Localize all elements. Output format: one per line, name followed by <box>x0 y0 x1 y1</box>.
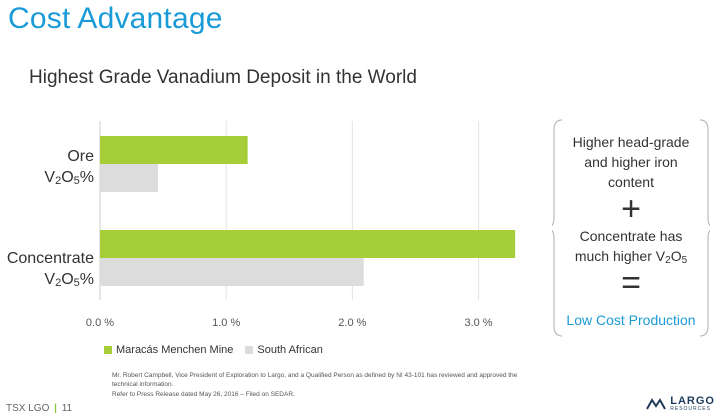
callout-text-1: Higher head-grade and higher iron conten… <box>572 134 690 190</box>
x-tick-label-0: 0.0 % <box>86 317 114 329</box>
footnote-press-release: Refer to Press Release dated May 26, 201… <box>112 391 295 398</box>
legend-item-south-african: South African <box>245 344 323 356</box>
bar-concentrate-south-african <box>100 258 364 286</box>
ore-label-line2: V2O5% <box>44 169 94 187</box>
largo-logo: LARGO RESOURCES <box>646 396 715 412</box>
callout-text-2: Concentrate has much higher V2O5 <box>574 228 688 266</box>
legend-label-maracas: Maracás Menchen Mine <box>116 344 234 356</box>
chart-legend: Maracás Menchen Mine South African <box>104 344 335 356</box>
footer-separator: | <box>54 403 57 414</box>
legend-swatch-grey <box>245 346 254 354</box>
slide-title: Cost Advantage <box>8 2 223 35</box>
bar-ore-maracas <box>100 136 248 164</box>
chart-subtitle: Highest Grade Vanadium Deposit in the Wo… <box>29 67 417 88</box>
callout-result: Low Cost Production <box>566 312 696 328</box>
bar-ore-south-african <box>100 164 159 192</box>
footer-ticker-page: TSX LGO | 11 <box>6 403 72 414</box>
bar-concentrate-maracas <box>100 230 516 258</box>
plus-sign: + <box>621 190 641 228</box>
largo-logo-icon <box>646 398 667 410</box>
equals-sign: = <box>621 264 641 302</box>
ticker-text: TSX LGO <box>6 403 50 414</box>
legend-label-south-african: South African <box>257 344 323 356</box>
footnote-qualified-person: Mr. Robert Campbell, Vice President of E… <box>112 372 518 388</box>
x-tick-label-1: 1.0 % <box>212 317 240 329</box>
page-number: 11 <box>61 403 73 414</box>
callout-panel: Higher head-grade and higher iron conten… <box>552 118 710 338</box>
callout-braces <box>552 119 710 337</box>
category-label-ore: Ore V2O5% <box>10 146 94 192</box>
legend-item-maracas: Maracás Menchen Mine <box>104 344 233 356</box>
concentrate-label-line2: V2O5% <box>44 271 94 289</box>
legend-swatch-green <box>104 346 112 354</box>
x-tick-label-3: 3.0 % <box>464 317 492 329</box>
ore-label-line1: Ore <box>67 148 94 165</box>
category-label-concentrate: Concentrate V2O5% <box>4 248 94 294</box>
concentrate-label-line1: Concentrate <box>6 250 94 267</box>
x-tick-label-2: 2.0 % <box>338 317 366 329</box>
